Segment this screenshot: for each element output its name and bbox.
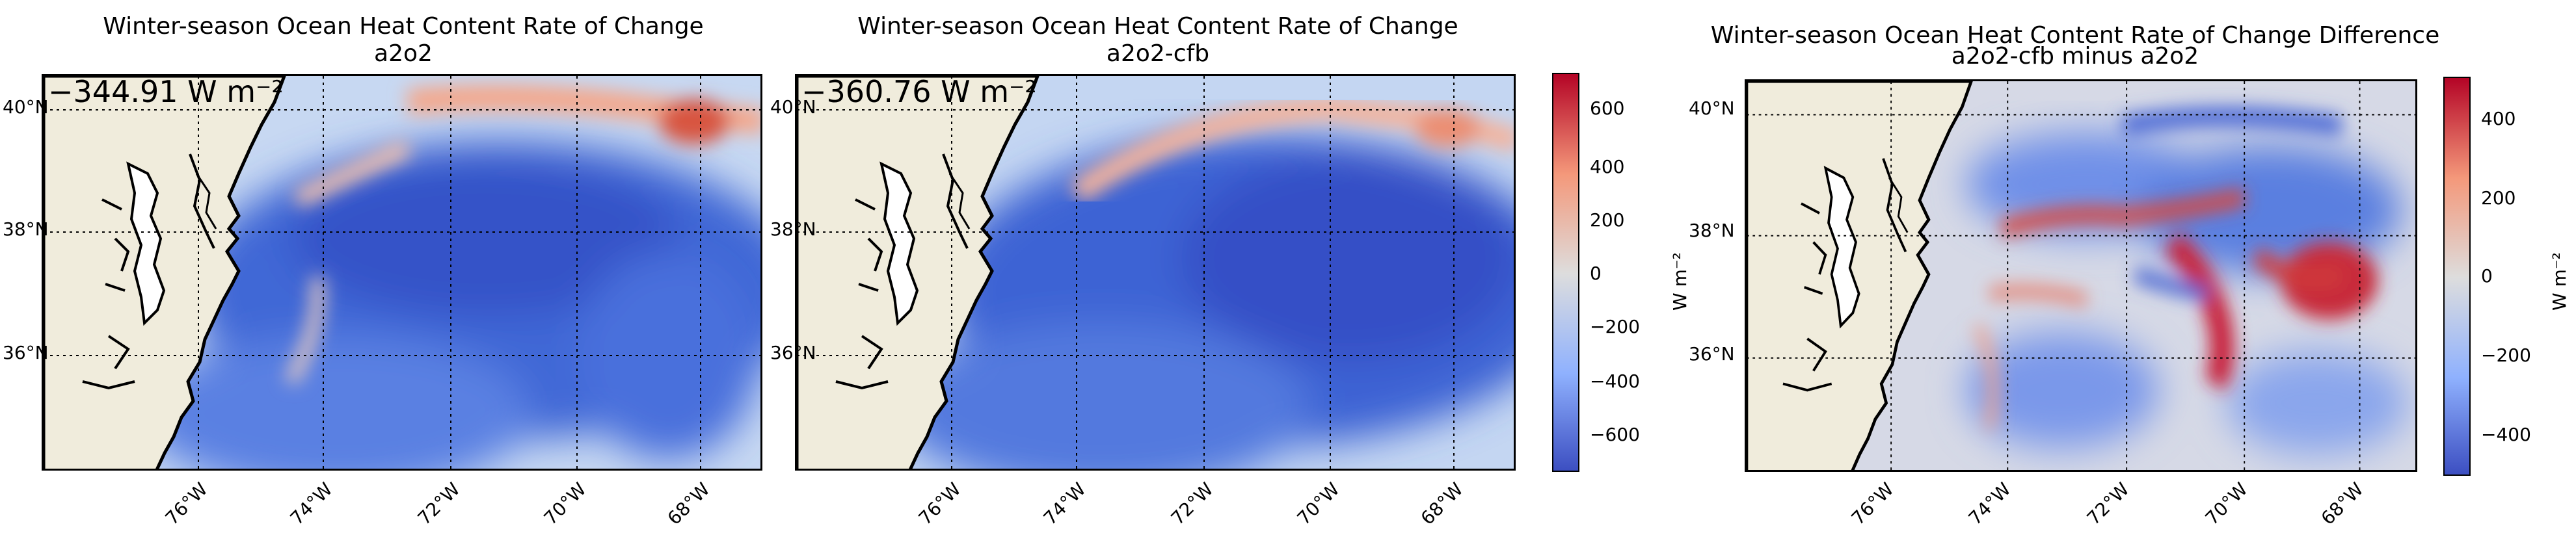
panel-1-lon-70: 70°W bbox=[539, 478, 591, 530]
panel-3-title-line1: Winter-season Ocean Heat Content Rate of… bbox=[1710, 22, 2440, 49]
panel-2-lon-70: 70°W bbox=[1293, 478, 1344, 530]
panel-2-title-line1: Winter-season Ocean Heat Content Rate of… bbox=[857, 13, 1458, 40]
panel-1-lat-38: 38°N bbox=[3, 218, 49, 240]
colorbar-2-label: W m⁻² bbox=[2549, 252, 2570, 311]
colorbar-1-tick-m600: −600 bbox=[1590, 424, 1640, 445]
colorbar-1 bbox=[1552, 73, 1579, 472]
panel-3-lat-40: 40°N bbox=[1689, 98, 1735, 119]
colorbar-2-tick-m400: −400 bbox=[2481, 424, 2531, 445]
panel-2-lat-40: 40°N bbox=[770, 96, 816, 118]
panel-2-lon-68: 68°W bbox=[1416, 478, 1468, 530]
colorbar-1-tick-m400: −400 bbox=[1590, 370, 1640, 392]
colorbar-2-tick-0: 0 bbox=[2481, 265, 2493, 287]
panel-3-title: Winter-season Ocean Heat Content Rate of… bbox=[1704, 22, 2446, 70]
panel-1-title: Winter-season Ocean Heat Content Rate of… bbox=[46, 13, 761, 68]
panel-3-title-line2: a2o2-cfb minus a2o2 bbox=[1951, 43, 2199, 70]
panel-1-lon-76: 76°W bbox=[161, 478, 212, 530]
panel-3-field bbox=[1747, 81, 2415, 470]
panel-3-lon-76: 76°W bbox=[1847, 478, 1898, 530]
panel-2-map bbox=[795, 74, 1516, 471]
colorbar-1-tick-0: 0 bbox=[1590, 263, 1602, 284]
panel-1-lon-74: 74°W bbox=[286, 478, 337, 530]
colorbar-1-tick-600: 600 bbox=[1590, 98, 1625, 119]
colorbar-1-tick-400: 400 bbox=[1590, 156, 1625, 177]
panel-1-area-mean: −344.91 W m⁻² bbox=[48, 74, 284, 109]
colorbar-2 bbox=[2443, 77, 2471, 476]
panel-2-lat-38: 38°N bbox=[770, 218, 816, 240]
panel-1-map bbox=[42, 74, 762, 471]
panel-1-lon-72: 72°W bbox=[413, 478, 464, 530]
panel-2-lon-76: 76°W bbox=[914, 478, 965, 530]
panel-1-lat-40: 40°N bbox=[3, 96, 49, 118]
panel-3-lat-38: 38°N bbox=[1689, 220, 1735, 241]
colorbar-2-tick-400: 400 bbox=[2481, 108, 2516, 129]
panel-2-lon-72: 72°W bbox=[1166, 478, 1218, 530]
colorbar-1-label: W m⁻² bbox=[1669, 252, 1691, 311]
panel-1-title-line2: a2o2 bbox=[374, 40, 433, 67]
colorbar-2-tick-m200: −200 bbox=[2481, 344, 2531, 366]
panel-3-lon-70: 70°W bbox=[2201, 478, 2252, 530]
colorbar-1-tick-m200: −200 bbox=[1590, 316, 1640, 337]
panel-2-lon-74: 74°W bbox=[1039, 478, 1090, 530]
panel-3-map bbox=[1745, 79, 2417, 472]
panel-2-title-line2: a2o2-cfb bbox=[1106, 40, 1210, 67]
panel-1-lat-36: 36°N bbox=[3, 342, 49, 363]
panel-2-title: Winter-season Ocean Heat Content Rate of… bbox=[800, 13, 1516, 68]
panel-1-field bbox=[44, 76, 760, 469]
colorbar-2-tick-200: 200 bbox=[2481, 187, 2516, 209]
panel-3-lon-68: 68°W bbox=[2316, 478, 2368, 530]
panel-3-lat-36: 36°N bbox=[1689, 343, 1735, 365]
colorbar-1-tick-200: 200 bbox=[1590, 209, 1625, 231]
panel-2-lat-36: 36°N bbox=[770, 342, 816, 363]
panel-1-title-line1: Winter-season Ocean Heat Content Rate of… bbox=[103, 13, 704, 40]
panel-3-lon-72: 72°W bbox=[2082, 478, 2134, 530]
panel-2-area-mean: −360.76 W m⁻² bbox=[801, 74, 1037, 109]
panel-2-field bbox=[797, 76, 1514, 469]
panel-1-lon-68: 68°W bbox=[663, 478, 714, 530]
panel-3-lon-74: 74°W bbox=[1964, 478, 2015, 530]
